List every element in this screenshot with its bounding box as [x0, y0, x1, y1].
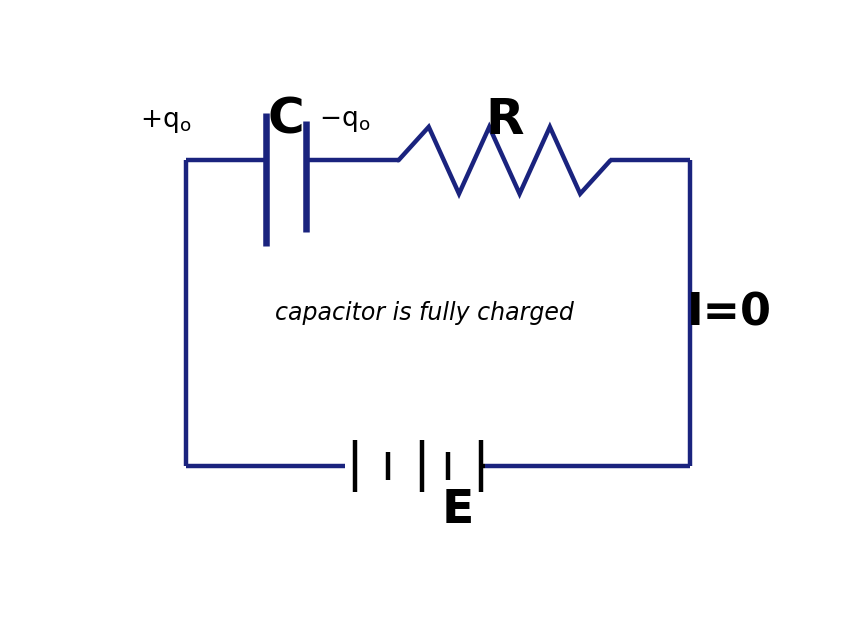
- Text: $\mathregular{-q_o}$: $\mathregular{-q_o}$: [319, 108, 370, 134]
- Text: R: R: [485, 96, 524, 144]
- Text: E: E: [442, 488, 475, 533]
- Text: C: C: [268, 96, 304, 144]
- Text: I=0: I=0: [687, 291, 772, 335]
- Text: capacitor is fully charged: capacitor is fully charged: [275, 301, 575, 325]
- Text: $\mathregular{+q_o}$: $\mathregular{+q_o}$: [140, 108, 192, 135]
